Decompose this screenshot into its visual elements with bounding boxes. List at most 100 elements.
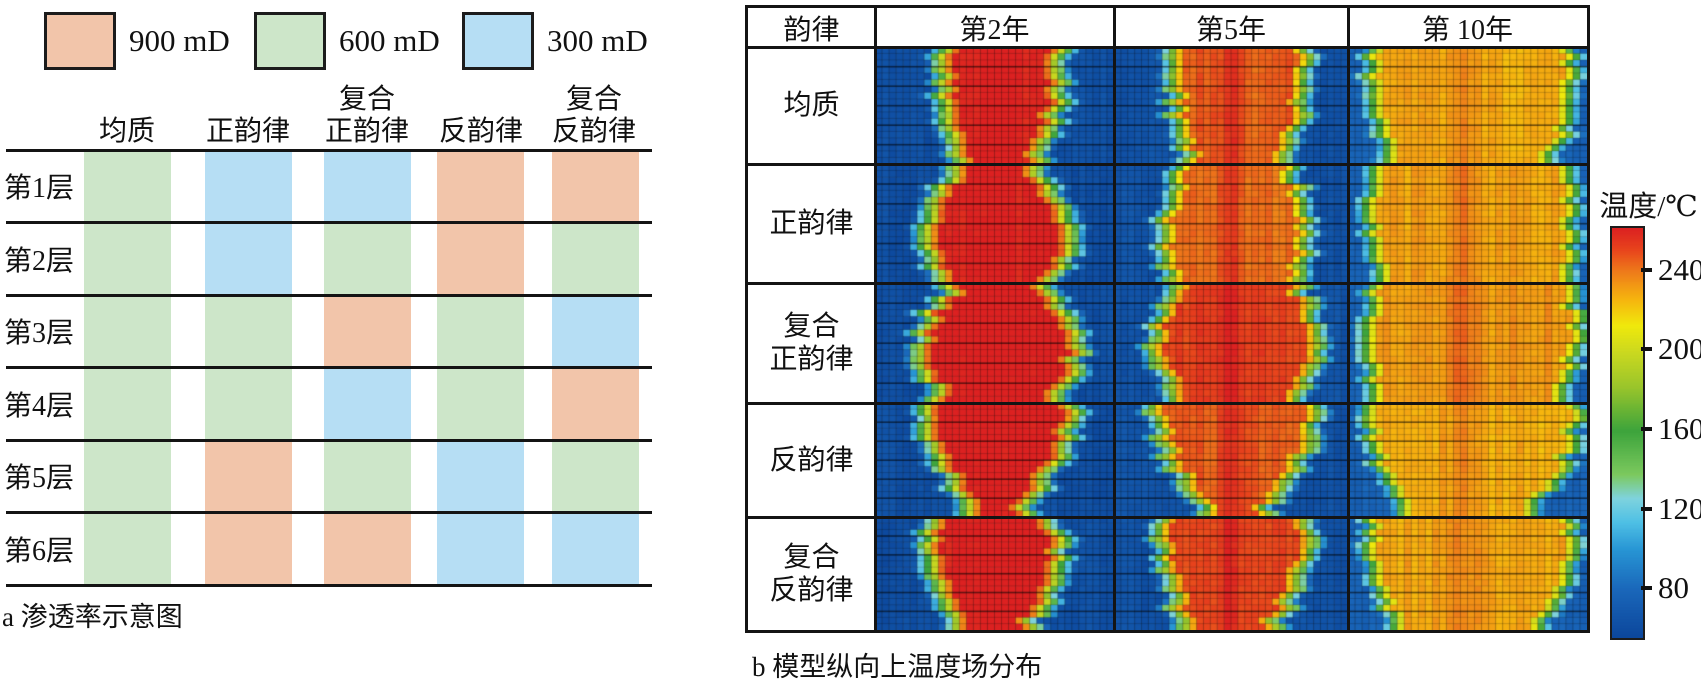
colorbar-tick xyxy=(1641,586,1652,591)
temperature-table: 韵律 第2年 第5年 第 10年均质正韵律复合 正韵律反韵律复合 反韵律 xyxy=(745,5,1590,633)
temp-row-label: 反韵律 xyxy=(769,444,854,476)
temp-table-hline xyxy=(748,163,1587,166)
colorbar-tick-label: 240 xyxy=(1658,251,1701,287)
perm-row-label: 第3层 xyxy=(4,318,75,349)
colorbar-tick-label: 80 xyxy=(1658,570,1689,606)
perm-column-header: 正韵律 xyxy=(205,116,290,147)
perm-row-label: 第1层 xyxy=(4,173,75,204)
perm-cell xyxy=(437,222,524,295)
perm-cell xyxy=(324,367,411,440)
perm-cell xyxy=(437,150,524,223)
perm-cell xyxy=(437,440,524,513)
temp-row-label: 复合 正韵律 xyxy=(769,311,854,375)
temperature-heatmap xyxy=(875,164,1114,283)
perm-cell xyxy=(437,295,524,368)
colorbar-tick xyxy=(1641,506,1652,511)
temperature-heatmap xyxy=(875,517,1114,630)
temp-column-header: 第5年 xyxy=(1195,14,1266,46)
perm-table-line xyxy=(6,148,652,152)
perm-cell xyxy=(205,512,292,585)
perm-cell xyxy=(324,150,411,223)
perm-column-header: 反韵律 xyxy=(438,116,523,147)
perm-column-header: 复合 正韵律 xyxy=(324,84,409,147)
perm-cell xyxy=(437,367,524,440)
temperature-heatmap xyxy=(1348,47,1587,164)
perm-cell xyxy=(552,222,639,295)
perm-cell xyxy=(205,150,292,223)
legend-label: 900 mD xyxy=(129,23,230,58)
temperature-heatmap xyxy=(1114,283,1348,403)
temperature-heatmap xyxy=(1114,164,1348,283)
temp-row-label: 正韵律 xyxy=(769,208,854,239)
temp-row-label: 均质 xyxy=(783,90,840,121)
perm-cell xyxy=(205,222,292,295)
perm-cell xyxy=(84,150,171,223)
perm-cell xyxy=(84,512,171,585)
colorbar-tick-label: 120 xyxy=(1658,490,1701,526)
temp-table-vline xyxy=(874,8,877,630)
perm-cell xyxy=(437,512,524,585)
colorbar-tick-label: 200 xyxy=(1658,331,1701,367)
colorbar-tick-label: 160 xyxy=(1658,411,1701,446)
perm-cell xyxy=(205,367,292,440)
perm-table-line xyxy=(6,366,652,369)
legend-swatch-600mD xyxy=(254,12,326,70)
perm-cell xyxy=(324,440,411,513)
temperature-heatmap xyxy=(1114,47,1348,164)
temp-column-header: 韵律 xyxy=(783,14,840,46)
temp-column-header: 第 10年 xyxy=(1421,14,1513,46)
perm-cell xyxy=(552,440,639,513)
perm-cell xyxy=(324,512,411,585)
colorbar xyxy=(1610,226,1645,640)
temperature-heatmap xyxy=(1348,283,1587,403)
perm-cell xyxy=(552,150,639,223)
temperature-heatmap xyxy=(1348,517,1587,630)
colorbar-title: 温度/℃ xyxy=(1599,191,1698,223)
perm-cell xyxy=(205,440,292,513)
legend-item: 600 mD xyxy=(254,10,440,72)
colorbar-tick xyxy=(1641,347,1652,352)
perm-cell xyxy=(324,222,411,295)
perm-cell xyxy=(84,295,171,368)
legend-swatch-300mD xyxy=(462,12,534,70)
perm-column-header: 均质 xyxy=(98,116,155,147)
perm-table-line xyxy=(6,221,652,224)
permeability-panel: 900 mD 600 mD 300 mD 均质 正韵律 复合 正韵律 反韵律 复合 反韵律 … xyxy=(0,0,680,688)
perm-cell xyxy=(84,440,171,513)
legend-label: 600 mD xyxy=(339,23,440,58)
perm-cell xyxy=(205,295,292,368)
temp-table-hline xyxy=(748,46,1587,49)
temperature-heatmap xyxy=(1114,517,1348,630)
colorbar-tick xyxy=(1641,267,1652,272)
temperature-heatmap xyxy=(875,283,1114,403)
perm-row-label: 第2层 xyxy=(4,245,75,277)
temperature-heatmap xyxy=(875,403,1114,517)
legend-item: 900 mD xyxy=(44,10,230,72)
perm-table-line xyxy=(6,511,652,514)
perm-column-header: 复合 反韵律 xyxy=(551,84,636,147)
caption-a: a 渗透率示意图 xyxy=(2,602,183,632)
temp-table-hline xyxy=(748,402,1587,405)
legend-swatch-900mD xyxy=(44,12,116,70)
perm-table-line xyxy=(6,438,652,442)
temperature-heatmap xyxy=(1348,403,1587,517)
temp-table-hline xyxy=(748,282,1587,285)
temperature-heatmap xyxy=(875,47,1114,164)
perm-table-line xyxy=(6,293,652,297)
temp-table-hline xyxy=(748,516,1587,519)
temperature-heatmap xyxy=(1348,164,1587,283)
perm-row-label: 第4层 xyxy=(4,390,75,422)
perm-cell xyxy=(324,295,411,368)
temperature-heatmap xyxy=(1114,403,1348,517)
legend-label: 300 mD xyxy=(547,23,648,58)
temp-column-header: 第2年 xyxy=(959,14,1030,46)
legend-item: 300 mD xyxy=(462,10,648,72)
temp-row-label: 复合 反韵律 xyxy=(769,541,854,606)
caption-b: b 模型纵向上温度场分布 xyxy=(752,652,1043,682)
perm-row-label: 第5层 xyxy=(4,463,75,494)
colorbar-gradient xyxy=(1612,228,1643,638)
perm-cell xyxy=(84,367,171,440)
perm-cell xyxy=(552,512,639,585)
colorbar-tick xyxy=(1641,427,1652,431)
temp-table-vline xyxy=(1347,8,1350,630)
